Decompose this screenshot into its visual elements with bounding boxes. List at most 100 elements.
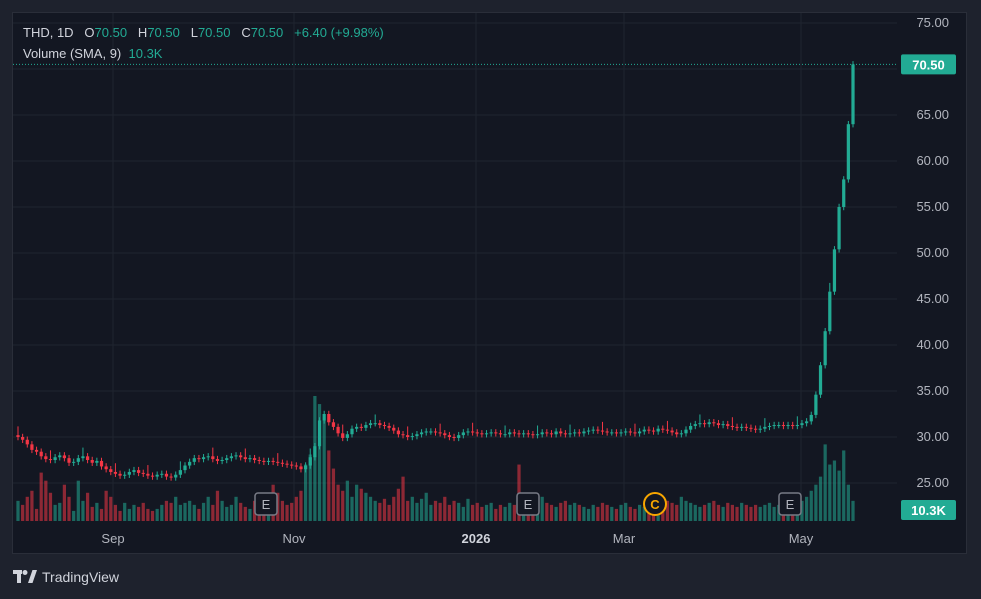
volume-bar <box>665 500 670 521</box>
candle-body <box>577 432 581 434</box>
candle-body <box>475 432 479 434</box>
volume-bar <box>582 506 586 521</box>
volume-bar <box>800 500 804 521</box>
candle-body <box>150 475 155 477</box>
volume-bar <box>141 502 145 521</box>
volume-bar <box>693 504 697 521</box>
volume-bar <box>99 508 104 521</box>
candle-body <box>58 455 62 458</box>
volume-bar <box>457 502 461 521</box>
volume-bar <box>484 504 489 521</box>
candle-body <box>382 425 387 427</box>
high-label: H <box>137 25 148 40</box>
candle-body <box>619 432 623 434</box>
volume-bar <box>702 504 707 521</box>
candle-body <box>452 437 456 438</box>
candlestick-chart[interactable]: 75.00 65.00 60.00 55.00 50.00 45.00 40.00 35.00… <box>13 13 968 555</box>
candle-body <box>693 424 697 426</box>
candle-body <box>744 426 748 428</box>
candle-body <box>44 456 48 460</box>
event-marker-e <box>778 492 802 516</box>
volume-bar <box>438 502 442 521</box>
candle-body <box>767 425 772 427</box>
volume-bar <box>559 502 563 521</box>
candle-body <box>726 424 730 426</box>
volume-bar <box>406 500 410 521</box>
volume-bar <box>767 502 772 521</box>
candle-body <box>118 473 122 476</box>
brand-name: TradingView <box>42 569 120 585</box>
candle-body <box>716 423 721 426</box>
candle-body <box>846 124 850 180</box>
candle-body <box>21 437 25 440</box>
candle-body <box>651 430 656 432</box>
candle-body <box>90 460 94 463</box>
volume-bar <box>364 492 368 521</box>
candle-body <box>633 432 637 434</box>
volume-bar <box>772 506 776 521</box>
candle-body <box>160 473 164 475</box>
volume-bar <box>832 460 837 521</box>
candle-body <box>373 423 377 425</box>
candle-body <box>786 425 790 427</box>
candle-body <box>800 423 804 426</box>
candle-body <box>322 414 326 421</box>
volume-bar <box>828 464 832 521</box>
candle-body <box>740 426 744 428</box>
volume-bar <box>489 502 493 521</box>
candle-body <box>610 432 614 434</box>
volume-bar <box>726 502 730 521</box>
candle-body <box>582 431 586 434</box>
event-marker-c <box>643 492 667 516</box>
candle-body <box>656 428 660 432</box>
candle-body <box>781 425 786 427</box>
candle-body <box>535 434 540 436</box>
candle-body <box>591 429 595 431</box>
candle-body <box>290 464 294 466</box>
candle-body <box>540 432 544 435</box>
candle-body <box>317 420 322 447</box>
close-value: 70.50 <box>250 25 284 40</box>
candle-body <box>415 434 419 437</box>
volume-bar <box>392 496 396 521</box>
event-marker-label: C <box>650 497 660 512</box>
volume-bar <box>712 500 716 521</box>
candle-body <box>573 432 577 434</box>
candle-body <box>689 425 693 430</box>
candle-body <box>229 456 234 459</box>
volume-bar <box>308 454 312 521</box>
candle-body <box>665 429 670 431</box>
volume-bar <box>355 484 359 521</box>
volume-bar <box>837 470 841 521</box>
volume-bar <box>851 500 855 521</box>
candle-body <box>271 460 275 462</box>
volume-bar <box>494 508 498 521</box>
volume-bar <box>76 480 80 521</box>
volume-bar <box>192 504 196 521</box>
tradingview-brand[interactable]: TradingView <box>13 569 119 585</box>
candle-body <box>206 456 210 458</box>
candle-body <box>842 179 846 207</box>
volume-bar <box>466 498 470 521</box>
price-tick-label: 40.00 <box>916 337 949 352</box>
volume-bar <box>280 500 285 521</box>
candle-body <box>526 433 530 435</box>
symbol-label: THD, 1D <box>23 25 74 40</box>
volume-bar <box>619 504 623 521</box>
candle-body <box>262 460 266 462</box>
volume-bar <box>104 490 108 521</box>
candle-body <box>628 431 632 433</box>
volume-bar <box>67 496 71 521</box>
volume-bar <box>512 504 516 521</box>
candle-body <box>749 427 753 429</box>
candle-body <box>327 414 331 423</box>
chart-frame[interactable]: 75.00 65.00 60.00 55.00 50.00 45.00 40.00 35.00… <box>12 12 967 554</box>
volume-bar <box>647 508 651 521</box>
volume-bar <box>461 506 465 521</box>
time-tick-label: May <box>789 531 814 546</box>
volume-bar <box>605 504 609 521</box>
candle-body <box>410 436 414 438</box>
candle-body <box>522 433 526 435</box>
last-price-text: 70.50 <box>912 57 945 72</box>
volume-bar <box>178 504 182 521</box>
